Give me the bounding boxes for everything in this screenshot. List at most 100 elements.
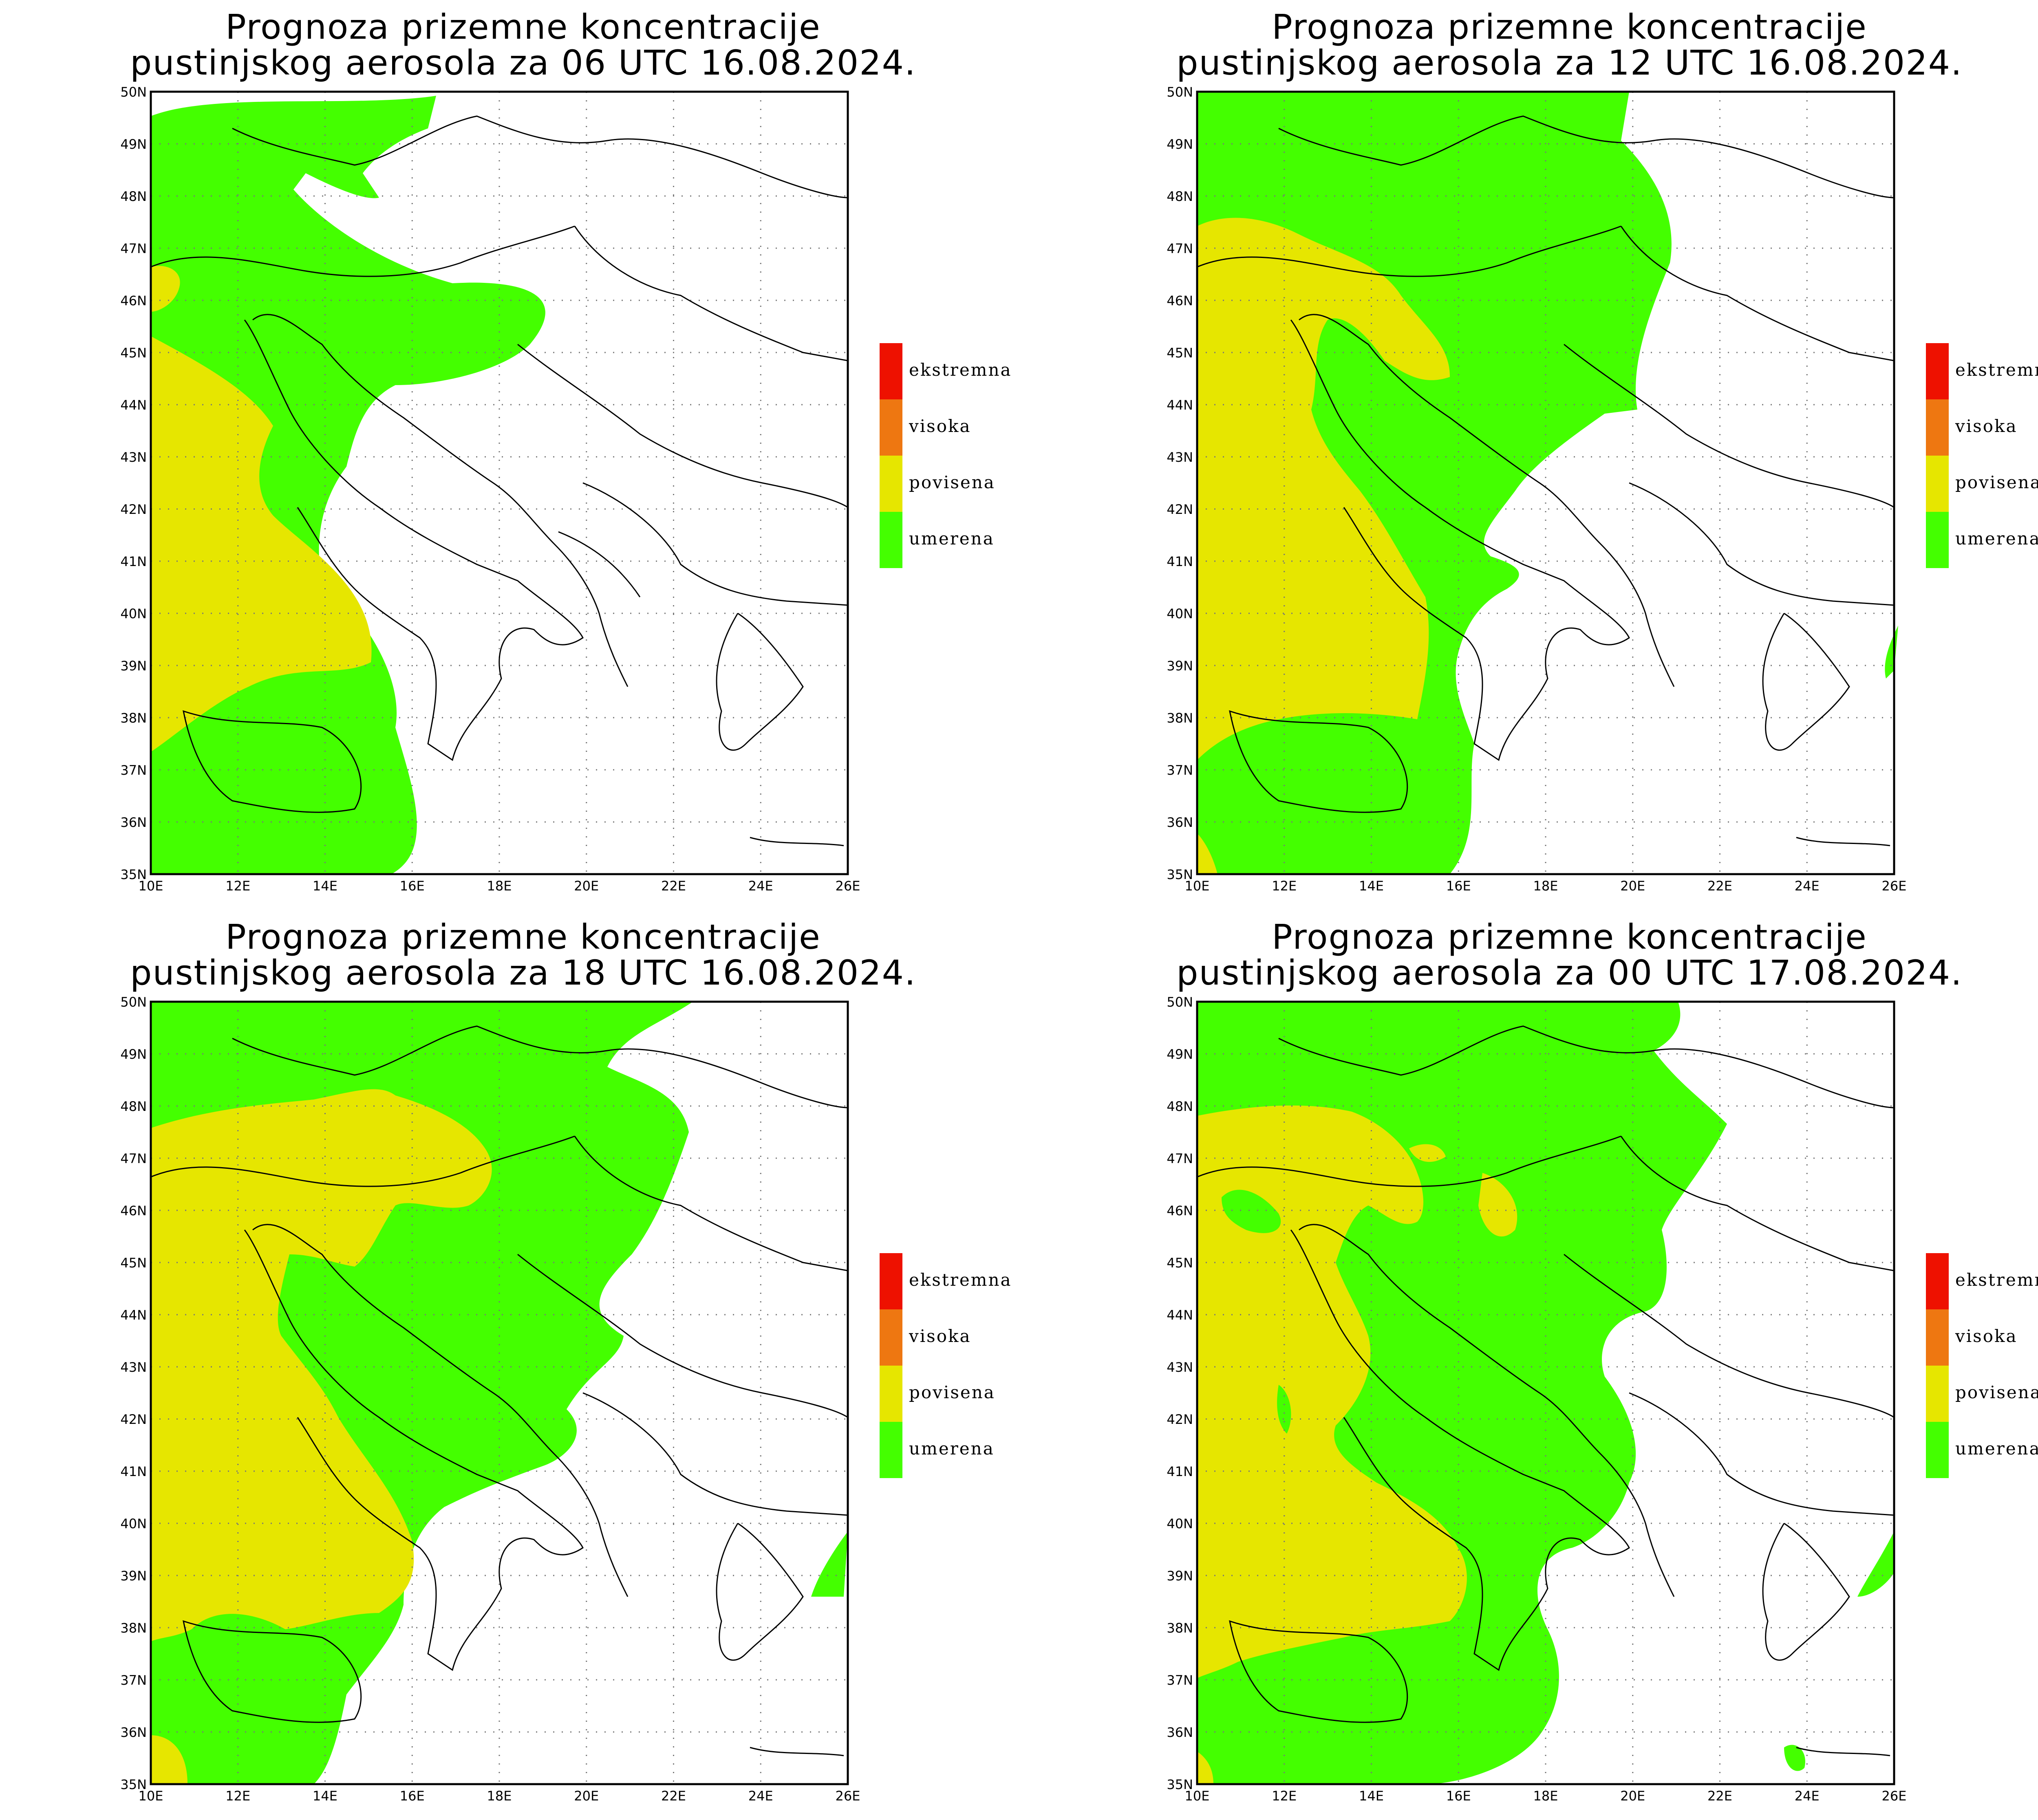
svg-text:40N: 40N (1167, 1516, 1193, 1531)
povisena-area-corner (1197, 1752, 1213, 1784)
panel-title-line2: pustinjskog aerosola za 06 UTC 16.08.202… (130, 43, 916, 83)
lat-tick: 50N (120, 84, 147, 100)
lat-tick: 41N (120, 554, 147, 569)
svg-text:46N: 46N (1167, 1203, 1193, 1218)
lon-tick: 20E (574, 878, 599, 894)
svg-text:14E: 14E (1359, 878, 1384, 894)
legend-swatch-ekstremna (880, 343, 902, 399)
svg-text:35N: 35N (1167, 867, 1193, 882)
svg-text:16E: 16E (400, 1788, 425, 1804)
umerena-crete (1784, 1745, 1805, 1771)
legend-label-visoka: visoka (909, 416, 971, 436)
lon-tick: 16E (400, 878, 425, 894)
map-frame (150, 90, 849, 875)
svg-text:41N: 41N (1167, 554, 1193, 569)
legend-swatch-povisena (1926, 456, 1949, 512)
lat-tick: 36N (120, 815, 147, 830)
svg-text:42N: 42N (1167, 502, 1193, 517)
legend: ekstremna visoka povisena umerena (880, 1253, 1011, 1478)
legend-label-umerena: umerena (1955, 1439, 2038, 1459)
svg-text:16E: 16E (1446, 878, 1471, 894)
lon-tick: 26E (836, 878, 860, 894)
svg-text:47N: 47N (1167, 1151, 1193, 1166)
svg-text:45N: 45N (120, 1255, 147, 1271)
svg-text:14E: 14E (1359, 1788, 1384, 1804)
legend-label-visoka: visoka (1955, 416, 2018, 436)
svg-text:46N: 46N (120, 1203, 147, 1218)
svg-text:18E: 18E (487, 1788, 512, 1804)
legend-swatch-umerena (1926, 1422, 1949, 1478)
lon-tick: 22E (661, 878, 686, 894)
svg-text:22E: 22E (661, 1788, 686, 1804)
panel-title-line2: pustinjskog aerosola za 00 UTC 17.08.202… (1176, 953, 1963, 993)
legend-swatch-povisena (1926, 1366, 1949, 1422)
povisena-area-corner (1197, 833, 1218, 874)
svg-text:49N: 49N (1167, 1047, 1193, 1062)
lon-tick: 10E (139, 878, 163, 894)
svg-text:37N: 37N (1167, 1672, 1193, 1688)
legend-swatch-ekstremna (1926, 343, 1949, 399)
svg-text:49N: 49N (120, 1047, 147, 1062)
coastlines (1197, 1025, 1895, 1756)
lon-tick: 24E (748, 878, 773, 894)
map-svg: 10E 12E 14E 16E 18E 20E 22E 24E 26E 35N3… (120, 994, 1011, 1804)
povisena-area-small (1409, 1144, 1446, 1162)
svg-text:44N: 44N (1167, 1307, 1193, 1323)
svg-text:38N: 38N (1167, 710, 1193, 726)
map-svg: 10E 12E 14E 16E 18E 20E 22E 24E 26E 35N 3… (1167, 84, 2038, 894)
svg-text:39N: 39N (1167, 658, 1193, 674)
legend: ekstremna visoka povisena umerena (1926, 343, 2038, 568)
svg-text:50N: 50N (120, 994, 147, 1010)
legend-label-visoka: visoka (1955, 1326, 2018, 1346)
legend-swatch-visoka (880, 399, 902, 456)
svg-text:18E: 18E (1533, 1788, 1558, 1804)
legend-label-umerena: umerena (909, 1439, 995, 1459)
legend-label-umerena: umerena (1955, 529, 2038, 549)
svg-text:26E: 26E (836, 1788, 860, 1804)
lat-axis: 35N 36N 37N 38N 39N 40N 41N 42N 43N 44N 45N 46… (1167, 84, 1193, 882)
legend-swatch-povisena (880, 456, 902, 512)
map-frame (1196, 90, 1898, 875)
map-border (150, 1000, 849, 1785)
svg-text:38N: 38N (120, 1620, 147, 1636)
lat-tick: 45N (120, 345, 147, 361)
svg-text:50N: 50N (1167, 994, 1193, 1010)
legend-label-povisena: povisena (909, 472, 995, 492)
svg-text:49N: 49N (1167, 137, 1193, 152)
lat-tick: 42N (120, 502, 147, 517)
legend-swatch-umerena (880, 512, 902, 568)
svg-text:48N: 48N (120, 1099, 147, 1114)
svg-text:40N: 40N (120, 1516, 147, 1531)
legend-label-ekstremna: ekstremna (1955, 1270, 2038, 1290)
svg-text:12E: 12E (225, 1788, 250, 1804)
forecast-panel-12utc: Prognoza prizemne koncentracije pustinjs… (1046, 0, 2038, 910)
svg-text:24E: 24E (1795, 1788, 1820, 1804)
svg-text:39N: 39N (120, 1568, 147, 1584)
map-border (150, 90, 849, 875)
coastlines (150, 1025, 848, 1756)
legend: ekstremna visoka povisena umerena (1926, 1253, 2038, 1478)
svg-text:43N: 43N (1167, 1359, 1193, 1375)
svg-text:10E: 10E (1185, 878, 1210, 894)
svg-text:41N: 41N (120, 1464, 147, 1479)
svg-text:50N: 50N (1167, 84, 1193, 100)
svg-text:44N: 44N (1167, 397, 1193, 413)
svg-text:47N: 47N (120, 1151, 147, 1166)
svg-text:26E: 26E (1882, 1788, 1907, 1804)
lat-tick: 38N (120, 710, 147, 726)
svg-text:18E: 18E (1533, 878, 1558, 894)
lon-axis: 10E 12E 14E 16E 18E 20E 22E 24E 26E (1185, 878, 1907, 894)
legend-label-ekstremna: ekstremna (1955, 360, 2038, 380)
svg-text:36N: 36N (120, 1725, 147, 1740)
svg-text:36N: 36N (1167, 815, 1193, 830)
svg-text:44N: 44N (120, 1307, 147, 1323)
svg-text:35N: 35N (1167, 1777, 1193, 1792)
lon-tick: 14E (313, 878, 337, 894)
map-svg: 10E 12E 14E 16E 18E 20E 22E 24E 26E 35N … (120, 84, 1010, 894)
coastlines (150, 115, 848, 846)
svg-text:47N: 47N (1167, 241, 1193, 256)
povisena-area-east (1478, 1173, 1517, 1237)
umerena-island (811, 1531, 848, 1597)
umerena-island (1857, 1531, 1894, 1597)
legend-swatch-visoka (1926, 1309, 1949, 1366)
